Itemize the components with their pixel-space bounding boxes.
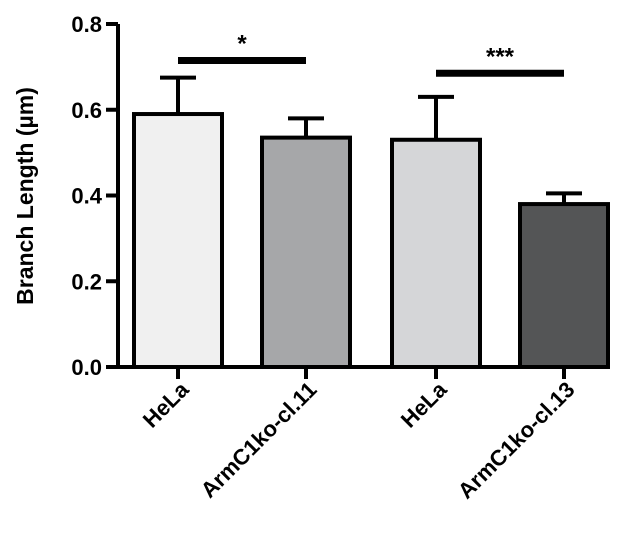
significance-group: * ***: [178, 30, 564, 77]
y-tick-label: 0.6: [71, 98, 102, 123]
category-label: ArmC1ko-cl.11: [196, 377, 322, 503]
error-bars-group: [160, 75, 582, 205]
bars-group: [132, 112, 610, 369]
y-tick-label: 0.2: [71, 269, 102, 294]
significance-label: ***: [486, 43, 515, 70]
y-tick-label: 0.4: [71, 184, 102, 209]
category-labels: HeLa ArmC1ko-cl.11 HeLa ArmC1ko-cl.13: [138, 376, 580, 503]
y-tick-label: 0.8: [71, 12, 102, 37]
bar: [518, 202, 610, 369]
y-axis: 0.0 0.2 0.4 0.6 0.8: [71, 12, 120, 380]
bar: [260, 135, 352, 369]
bar: [390, 137, 482, 369]
significance-label: *: [237, 30, 247, 57]
bar: [132, 112, 224, 369]
category-label: ArmC1ko-cl.13: [453, 377, 580, 504]
category-label: HeLa: [396, 376, 452, 432]
y-tick-label: 0.0: [71, 355, 102, 380]
category-label: HeLa: [138, 376, 194, 432]
y-axis-title: Branch Length (µm): [12, 87, 38, 305]
